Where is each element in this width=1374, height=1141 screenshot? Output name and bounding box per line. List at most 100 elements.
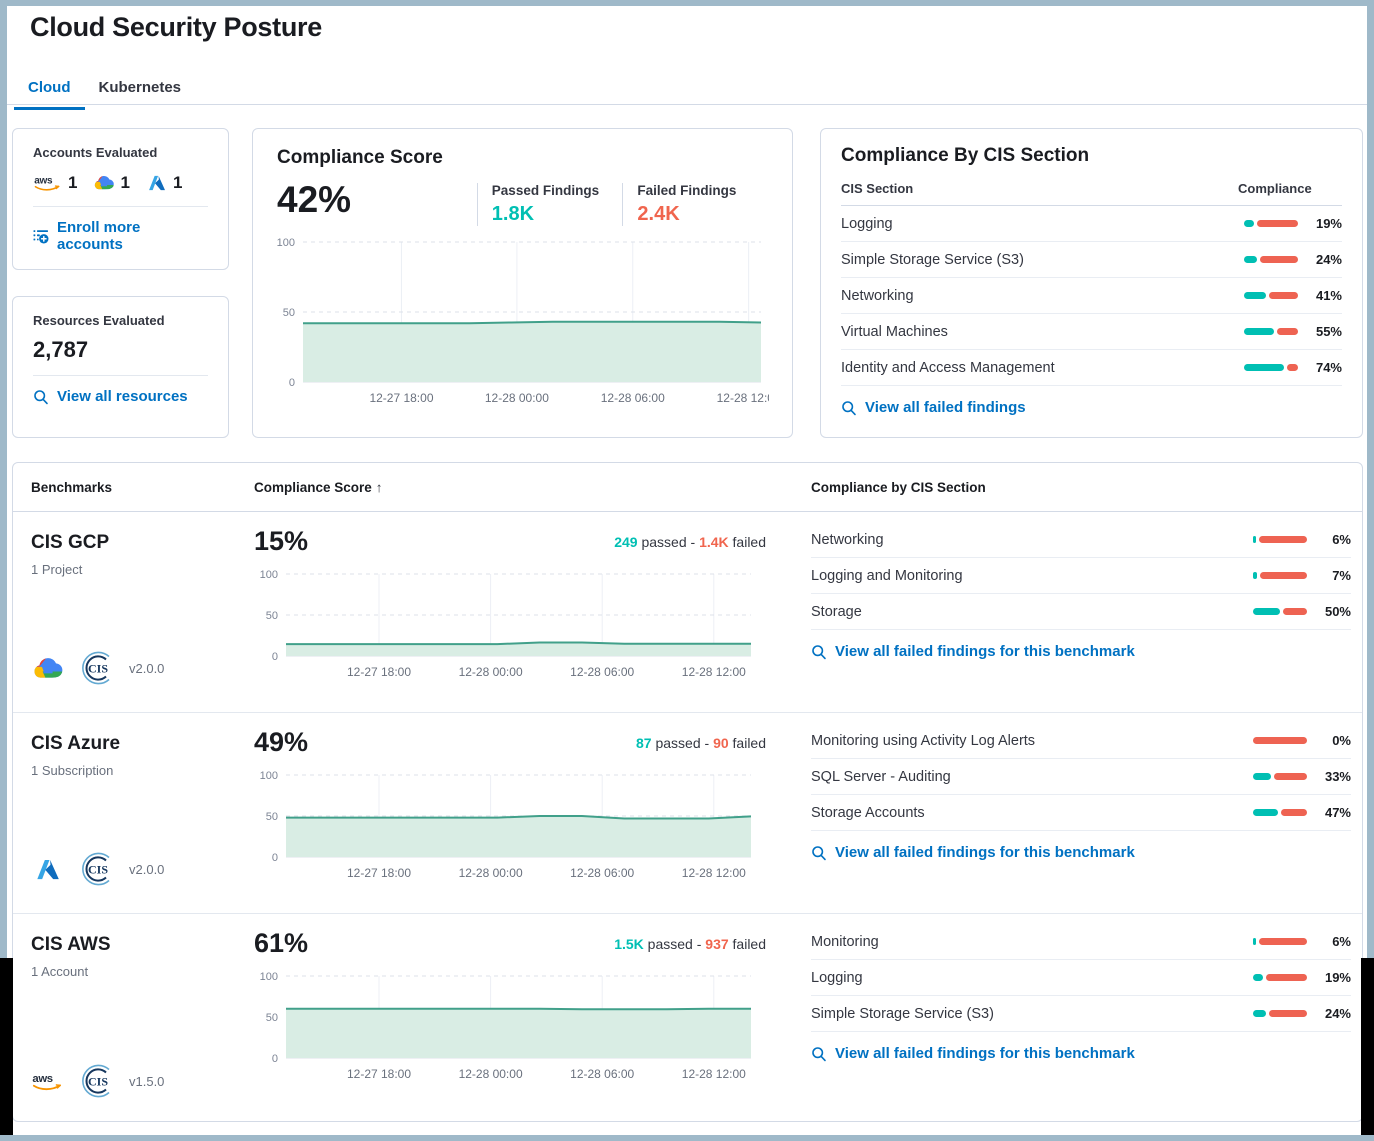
compliance-bar: [1253, 974, 1307, 981]
view-failed-findings-benchmark-link[interactable]: View all failed findings for this benchm…: [835, 844, 1135, 861]
benchmark-trend-chart: 0 50 100 12-27 18:00 12-28 00:00 12-28 06:00 1…: [254, 767, 759, 884]
cis-section-row: Simple Storage Service (S3) 24%: [811, 996, 1351, 1032]
benchmark-subtitle: 1 Account: [31, 964, 89, 979]
passed-findings-value: 1.8K: [491, 203, 535, 225]
compliance-score-value: 42%: [277, 179, 352, 220]
benchmark-pass-fail: 1.5K passed - 937 failed: [614, 936, 766, 952]
benchmark-row-cis-aws: CIS AWS 1 Account aws CIS v1.5.0 61% 1.5…: [13, 913, 1362, 1125]
col-cis-section: CIS Section: [841, 181, 914, 196]
svg-text:100: 100: [260, 770, 278, 782]
svg-text:50: 50: [266, 610, 278, 622]
compliance-bar: [1253, 572, 1307, 579]
cis-section-row: Logging and Monitoring 7%: [811, 558, 1351, 594]
svg-text:0: 0: [272, 852, 278, 864]
compliance-bar: [1253, 809, 1307, 816]
cis-section-name: Logging: [811, 969, 863, 986]
svg-text:100: 100: [260, 569, 278, 581]
benchmark-pass-fail: 249 passed - 1.4K failed: [614, 534, 766, 550]
svg-text:CIS: CIS: [88, 662, 108, 676]
compliance-bar: [1244, 292, 1298, 299]
search-icon: [811, 1046, 827, 1062]
svg-text:12-28 00:00: 12-28 00:00: [459, 665, 523, 678]
col-benchmarks: Benchmarks: [31, 480, 113, 495]
col-compliance-score-sort[interactable]: Compliance Score ↑: [254, 480, 383, 495]
azure-icon: [31, 856, 65, 883]
benchmarks-header: Benchmarks Compliance Score ↑ Compliance …: [13, 463, 1362, 512]
cis-section-row: Simple Storage Service (S3) 24%: [841, 242, 1342, 278]
gcp-account-count: 1: [93, 173, 130, 193]
svg-text:12-28 12:00: 12-28 12:00: [682, 1067, 746, 1080]
cis-section-name: Networking: [841, 287, 914, 304]
cis-section-card-title: Compliance By CIS Section: [841, 145, 1090, 166]
view-all-resources-link[interactable]: View all resources: [57, 388, 188, 405]
azure-account-count: 1: [146, 173, 182, 193]
cis-section-name: Networking: [811, 531, 884, 548]
accounts-evaluated-card: Accounts Evaluated aws 1 1 1: [12, 128, 229, 270]
benchmark-name: CIS AWS: [31, 934, 111, 955]
benchmark-name: CIS Azure: [31, 733, 121, 754]
benchmarks-panel: Benchmarks Compliance Score ↑ Compliance …: [12, 462, 1363, 1122]
svg-text:12-28 06:00: 12-28 06:00: [570, 1067, 634, 1080]
svg-text:100: 100: [277, 237, 295, 249]
svg-text:100: 100: [260, 971, 278, 983]
gcp-icon: [31, 655, 65, 682]
gcp-icon: [93, 173, 115, 193]
cis-section-name: Virtual Machines: [841, 323, 948, 340]
cis-section-name: Identity and Access Management: [841, 359, 1055, 376]
svg-text:12-27 18:00: 12-27 18:00: [347, 665, 411, 678]
compliance-bar: [1244, 328, 1298, 335]
cis-section-name: Monitoring using Activity Log Alerts: [811, 732, 1036, 749]
svg-text:0: 0: [272, 651, 278, 663]
svg-text:12-27 18:00: 12-27 18:00: [347, 866, 411, 879]
cis-table-header: CIS Section Compliance: [841, 181, 1342, 206]
col-compliance-by-cis-section: Compliance by CIS Section: [811, 480, 986, 495]
cis-section-name: Simple Storage Service (S3): [811, 1005, 994, 1022]
enroll-more-accounts-link[interactable]: Enroll more accounts: [57, 219, 141, 253]
failed-findings-stat: Failed Findings 2.4K: [622, 183, 768, 226]
tab-kubernetes[interactable]: Kubernetes: [98, 79, 182, 96]
cis-section-row: Logging 19%: [841, 206, 1342, 242]
svg-text:12-28 06:00: 12-28 06:00: [601, 391, 665, 405]
page-title: Cloud Security Posture: [30, 12, 322, 42]
compliance-bar: [1253, 773, 1307, 780]
compliance-bar: [1244, 256, 1298, 263]
cis-logo-icon: CIS: [78, 850, 116, 888]
benchmark-subtitle: 1 Project: [31, 562, 83, 577]
view-failed-findings-benchmark-link[interactable]: View all failed findings for this benchm…: [835, 643, 1135, 660]
window-border-bottom: [0, 1135, 1374, 1141]
aws-icon: aws: [33, 173, 63, 193]
cis-section-name: Logging and Monitoring: [811, 567, 963, 584]
compliance-bar: [1253, 938, 1307, 945]
cis-section-name: Storage: [811, 603, 862, 620]
view-failed-findings-benchmark-link[interactable]: View all failed findings for this benchm…: [835, 1045, 1135, 1062]
passed-findings-stat: Passed Findings 1.8K: [476, 183, 623, 226]
compliance-trend-chart: 0 50 100 12-27 18:00 12-28 00:00 12-28 06:00 1…: [269, 234, 781, 411]
provider-counts: aws 1 1 1: [33, 173, 208, 193]
view-all-failed-findings-link[interactable]: View all failed findings: [865, 399, 1026, 416]
azure-icon: [146, 173, 168, 193]
svg-text:12-28 00:00: 12-28 00:00: [459, 866, 523, 879]
search-icon: [811, 644, 827, 660]
aws-icon: aws: [31, 1068, 65, 1095]
benchmark-trend-chart: 0 50 100 12-27 18:00 12-28 00:00 12-28 06:00 1…: [254, 566, 759, 683]
compliance-by-cis-section-card: Compliance By CIS Section CIS Section Co…: [820, 128, 1363, 438]
cis-section-row: Logging 19%: [811, 960, 1351, 996]
compliance-score-title: Compliance Score: [277, 147, 443, 168]
benchmark-pass-fail: 87 passed - 90 failed: [636, 735, 766, 751]
benchmark-version: v2.0.0: [129, 660, 165, 676]
compliance-score-card: Compliance Score 42% Passed Findings 1.8…: [252, 128, 793, 438]
compliance-bar: [1253, 536, 1307, 543]
search-icon: [841, 400, 857, 416]
failed-findings-value: 2.4K: [637, 203, 680, 225]
benchmark-score: 61%: [254, 928, 309, 958]
accounts-evaluated-title: Accounts Evaluated: [33, 145, 158, 160]
sort-asc-icon: ↑: [375, 480, 383, 495]
tab-cloud[interactable]: Cloud: [14, 70, 85, 110]
cis-section-name: Simple Storage Service (S3): [841, 251, 1024, 268]
compliance-bar: [1244, 364, 1298, 371]
screen-artifact-left: [0, 958, 13, 1135]
svg-text:50: 50: [266, 811, 278, 823]
search-icon: [33, 389, 49, 405]
benchmark-score: 15%: [254, 526, 309, 556]
